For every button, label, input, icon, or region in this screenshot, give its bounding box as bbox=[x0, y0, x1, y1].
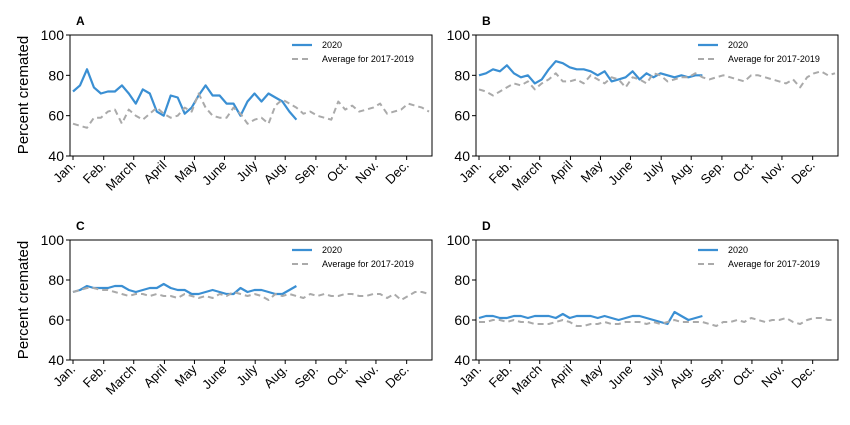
legend-label-average: Average for 2017-2019 bbox=[728, 54, 820, 64]
plot-frame bbox=[69, 34, 433, 157]
y-tick-label: 60 bbox=[48, 108, 64, 124]
y-tick-label: 40 bbox=[454, 352, 470, 368]
y-tick-label: 80 bbox=[48, 67, 64, 83]
panel-label: C bbox=[76, 219, 85, 233]
x-tick-label: Oct. bbox=[324, 158, 351, 185]
x-tick-label: Oct. bbox=[730, 362, 757, 389]
series-line-average bbox=[479, 317, 835, 327]
x-tick-label: April bbox=[141, 361, 170, 390]
legend-label-average: Average for 2017-2019 bbox=[322, 259, 414, 269]
panel-label: D bbox=[482, 219, 491, 233]
x-tick-label: May bbox=[172, 361, 200, 389]
x-tick-label: July bbox=[233, 157, 260, 184]
x-tick-label: Oct. bbox=[324, 362, 351, 389]
series-line-average bbox=[72, 287, 430, 301]
legend-label-2020: 2020 bbox=[728, 40, 748, 50]
x-tick-label: June bbox=[199, 158, 230, 189]
x-tick-label: June bbox=[199, 362, 230, 393]
y-tick-label: 100 bbox=[41, 27, 65, 43]
x-tick-label: March bbox=[103, 362, 139, 398]
x-tick-label: June bbox=[605, 362, 636, 393]
y-tick-label: 60 bbox=[48, 312, 64, 328]
x-tick-label: Nov. bbox=[352, 158, 381, 187]
x-tick-label: Aug. bbox=[667, 362, 697, 392]
x-tick-label: Sep. bbox=[292, 158, 322, 188]
x-tick-label: April bbox=[547, 157, 576, 186]
x-tick-label: Dec. bbox=[788, 362, 818, 392]
x-tick-label: Oct. bbox=[730, 158, 757, 185]
panel-label: A bbox=[76, 14, 85, 28]
x-tick-label: Aug. bbox=[261, 158, 291, 188]
x-tick-label: May bbox=[578, 361, 606, 389]
y-tick-label: 40 bbox=[48, 352, 64, 368]
series-line-average bbox=[72, 92, 430, 129]
y-tick-label: 80 bbox=[454, 67, 470, 83]
series-line-average bbox=[478, 70, 836, 97]
y-tick-label: 100 bbox=[447, 232, 471, 248]
x-tick-label: Aug. bbox=[261, 362, 291, 392]
legend-label-2020: 2020 bbox=[728, 245, 748, 255]
x-tick-label: May bbox=[578, 157, 606, 185]
x-tick-label: Dec. bbox=[382, 362, 412, 392]
y-tick-label: 40 bbox=[48, 148, 64, 164]
x-tick-label: May bbox=[172, 157, 200, 185]
legend-label-average: Average for 2017-2019 bbox=[728, 259, 820, 269]
legend-label-2020: 2020 bbox=[322, 245, 342, 255]
y-tick-label: 100 bbox=[41, 232, 65, 248]
legend-label-average: Average for 2017-2019 bbox=[322, 54, 414, 64]
y-tick-label: 60 bbox=[454, 108, 470, 124]
x-tick-label: April bbox=[141, 157, 170, 186]
x-tick-label: June bbox=[605, 158, 636, 189]
x-tick-label: Nov. bbox=[758, 362, 787, 391]
x-tick-label: April bbox=[547, 361, 576, 390]
x-tick-label: Sep. bbox=[698, 158, 728, 188]
x-tick-label: Sep. bbox=[292, 362, 322, 392]
plot-frame bbox=[475, 239, 839, 361]
x-tick-label: July bbox=[639, 361, 666, 388]
x-tick-label: July bbox=[639, 157, 666, 184]
panel-label: B bbox=[482, 14, 491, 28]
x-tick-label: March bbox=[509, 362, 545, 398]
y-tick-label: 60 bbox=[454, 312, 470, 328]
plot-frame bbox=[69, 239, 433, 361]
y-tick-label: 80 bbox=[454, 272, 470, 288]
x-tick-label: March bbox=[509, 158, 545, 194]
y-tick-label: 40 bbox=[454, 148, 470, 164]
series-line-2020 bbox=[72, 282, 297, 296]
series-line-2020 bbox=[72, 68, 298, 121]
x-tick-label: March bbox=[103, 158, 139, 194]
x-tick-label: July bbox=[233, 361, 260, 388]
x-tick-label: Dec. bbox=[788, 158, 818, 188]
x-tick-label: Aug. bbox=[667, 158, 697, 188]
series-line-2020 bbox=[478, 60, 703, 85]
y-tick-label: 100 bbox=[447, 27, 471, 43]
y-axis-label: Percent cremated bbox=[15, 36, 32, 154]
x-tick-label: Dec. bbox=[382, 158, 412, 188]
legend-label-2020: 2020 bbox=[322, 40, 342, 50]
x-tick-label: Sep. bbox=[698, 362, 728, 392]
x-tick-label: Nov. bbox=[352, 362, 381, 391]
x-tick-label: Nov. bbox=[758, 158, 787, 187]
plot-frame bbox=[475, 34, 839, 157]
y-axis-label: Percent cremated bbox=[15, 241, 32, 359]
y-tick-label: 80 bbox=[48, 272, 64, 288]
